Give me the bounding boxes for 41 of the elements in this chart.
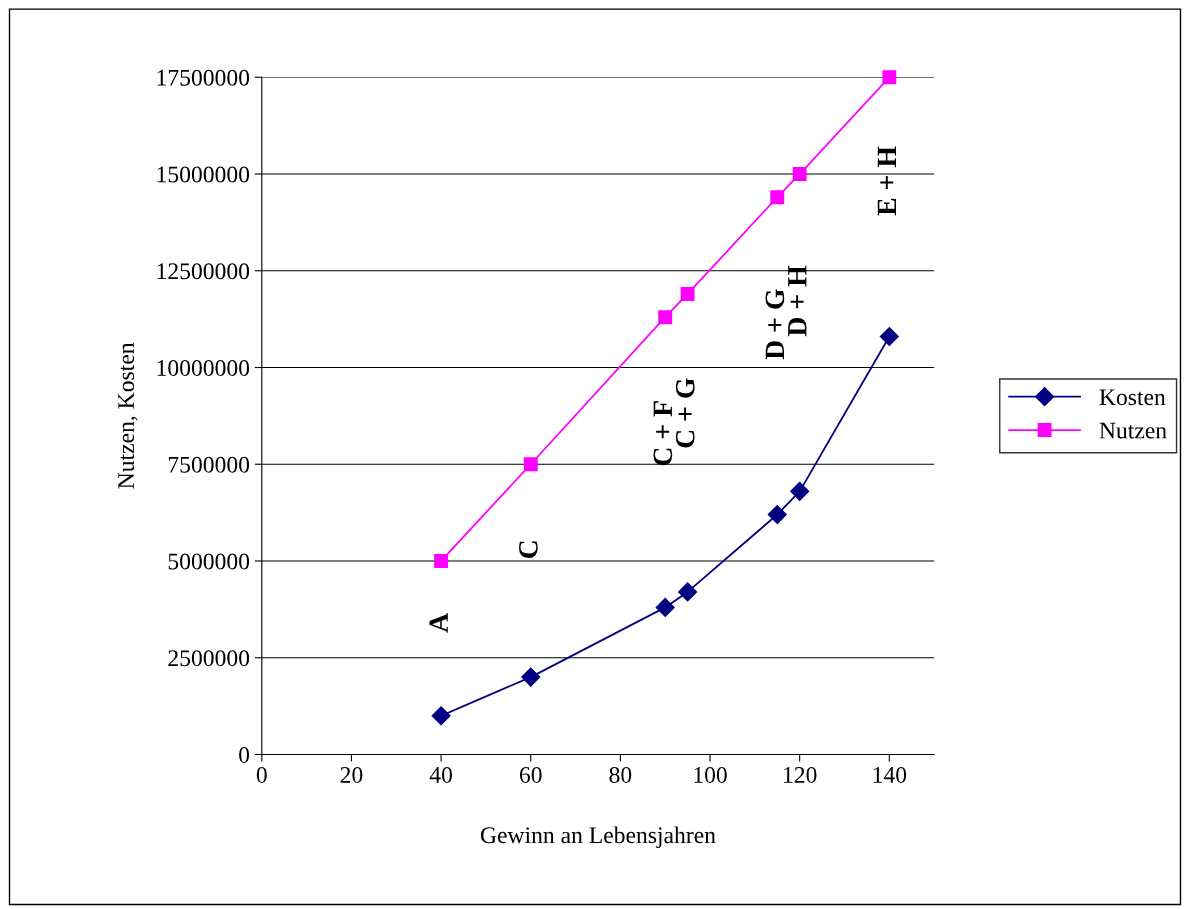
point bbox=[523, 457, 538, 472]
x-tick-label: 140 bbox=[873, 766, 907, 783]
annotation: D + H bbox=[788, 265, 807, 337]
y-tick-label: 7500000 bbox=[168, 456, 250, 473]
y-tick-label: 10000000 bbox=[157, 359, 250, 376]
point bbox=[521, 667, 541, 687]
x-tick-label: 80 bbox=[609, 766, 632, 783]
annotation: C bbox=[519, 541, 538, 559]
annotation: D + G bbox=[765, 289, 785, 360]
point bbox=[680, 287, 695, 301]
point bbox=[879, 327, 899, 347]
point bbox=[767, 505, 787, 525]
y-tick-label: 15000000 bbox=[157, 166, 250, 183]
x-tick-label: 40 bbox=[429, 766, 452, 783]
point bbox=[655, 597, 675, 617]
y-tick-label: 5000000 bbox=[168, 553, 250, 570]
point bbox=[658, 310, 673, 325]
x-tick-label: 60 bbox=[519, 766, 542, 783]
y-tick-label: 2500000 bbox=[168, 650, 250, 667]
point bbox=[434, 554, 449, 568]
point bbox=[431, 706, 451, 726]
point bbox=[770, 190, 785, 205]
y-tick-label: 0 bbox=[239, 746, 250, 763]
annotation: E + H bbox=[877, 146, 897, 216]
x-tick-label: 0 bbox=[256, 766, 267, 783]
point bbox=[792, 167, 807, 181]
x-tick-label: 100 bbox=[694, 766, 727, 783]
annotation: C + F bbox=[653, 401, 673, 466]
annotation: A bbox=[429, 613, 448, 633]
y-tick-label: 12500000 bbox=[157, 263, 250, 280]
annotation: C + G bbox=[675, 378, 695, 448]
legend-label: Nutzen bbox=[1099, 422, 1167, 439]
y-axis-title: Nutzen, Kosten bbox=[118, 342, 138, 489]
legend-label: Kosten bbox=[1099, 389, 1166, 406]
x-axis-title: Gewinn an Lebensjahren bbox=[480, 826, 716, 848]
point bbox=[882, 70, 897, 85]
y-tick-label: 17500000 bbox=[157, 69, 250, 86]
x-tick-label: 20 bbox=[340, 766, 363, 783]
point bbox=[790, 481, 810, 501]
point bbox=[678, 582, 698, 602]
x-tick-label: 120 bbox=[784, 766, 817, 783]
